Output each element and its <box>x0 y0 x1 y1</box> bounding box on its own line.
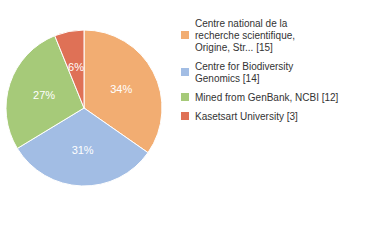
svg-text:Kasetsart University [3]: Kasetsart University [3] <box>195 111 298 122</box>
svg-text:Mined from GenBank, NCBI [12]: Mined from GenBank, NCBI [12] <box>195 92 339 103</box>
svg-text:recherche scientifique,: recherche scientifique, <box>195 30 295 41</box>
svg-text:34%: 34% <box>110 83 132 95</box>
svg-text:Genomics [14]: Genomics [14] <box>195 73 260 84</box>
svg-text:27%: 27% <box>33 89 55 101</box>
svg-text:Centre for Biodiversity: Centre for Biodiversity <box>195 61 293 72</box>
svg-text:Origine, Str... [15]: Origine, Str... [15] <box>195 42 273 53</box>
svg-text:31%: 31% <box>72 144 94 156</box>
svg-text:6%: 6% <box>68 61 84 73</box>
svg-text:Centre national de la: Centre national de la <box>195 18 288 29</box>
